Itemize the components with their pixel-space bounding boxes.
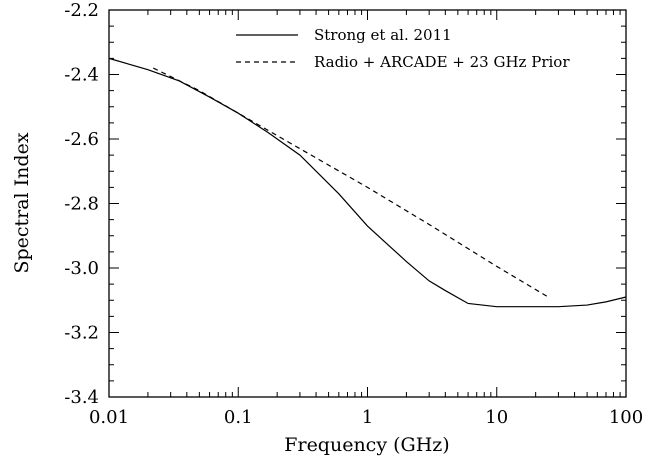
y-tick-label: -2.4 [64, 65, 99, 86]
y-tick-label: -2.6 [64, 129, 99, 150]
y-tick-label: -2.2 [64, 0, 99, 21]
legend-label-1: Strong et al. 2011 [314, 26, 452, 44]
y-axis-title: Spectral Index [11, 132, 33, 273]
y-tick-label: -2.8 [64, 194, 99, 215]
series-line-1 [108, 57, 627, 308]
y-tick-label: -3.2 [64, 323, 99, 344]
legend: Strong et al. 2011 Radio + ARCADE + 23 GH… [236, 26, 570, 71]
axis-ticks: 0.01 0.1 1 10 100 -3.4 -3.2 -3.0 -2.8 -2.6 -2.4 -2.… [64, 0, 643, 428]
x-tick-label: 1 [362, 407, 373, 428]
x-axis-title: Frequency (GHz) [284, 434, 449, 456]
y-tick-label: -3.4 [64, 387, 99, 408]
x-tick-label: 0.1 [224, 407, 253, 428]
y-tick-label: -3.0 [64, 258, 99, 279]
x-tick-label: 100 [609, 407, 643, 428]
series-line-2 [152, 67, 549, 298]
x-tick-label: 0.01 [89, 407, 129, 428]
x-tick-label: 10 [485, 407, 508, 428]
series-lines [108, 57, 627, 308]
legend-label-2: Radio + ARCADE + 23 GHz Prior [314, 53, 570, 71]
